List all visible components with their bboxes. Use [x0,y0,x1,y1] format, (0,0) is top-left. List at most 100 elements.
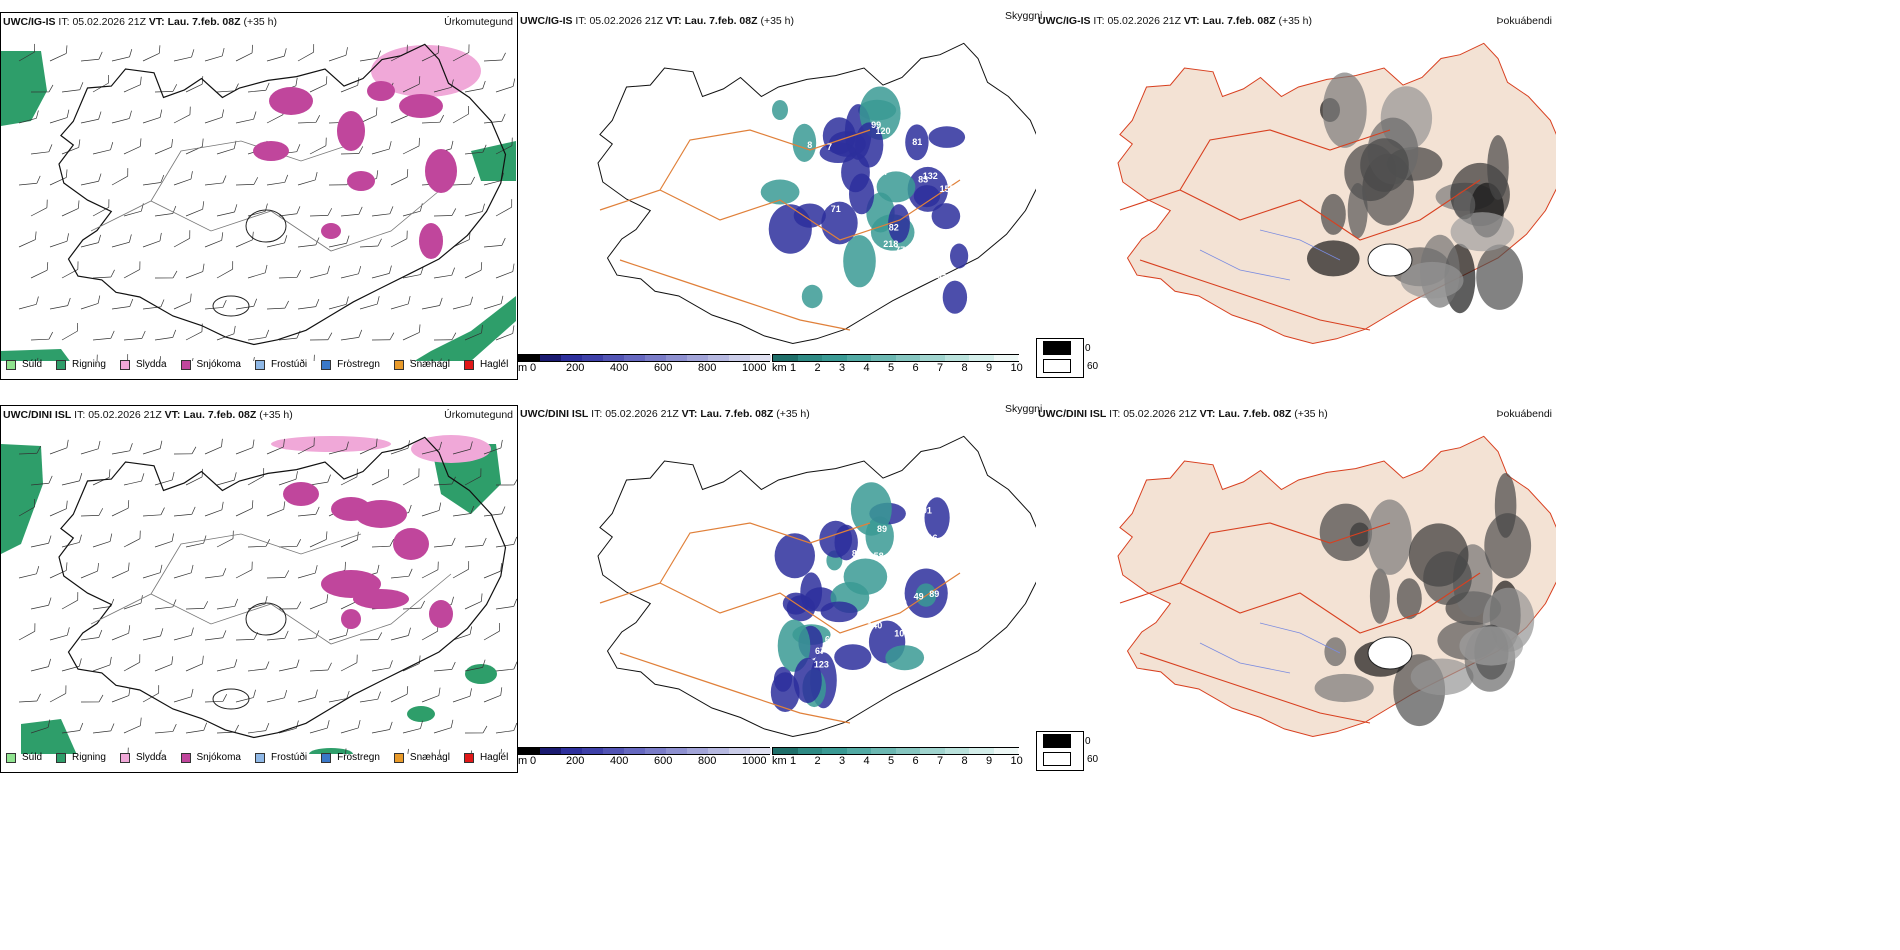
rivers [1199,229,1341,281]
legend-swatch [6,752,16,763]
road-network [599,129,961,331]
precip-legend: Súld Rigning Slydda Snjókoma Frostúði Fr… [6,752,522,763]
visibility-scale-tick: 9 [986,755,993,767]
fog-area [1476,244,1523,310]
panel-title: UWC/IG-IS IT: 05.02.2026 21Z VT: Lau. 7.… [3,16,277,28]
valid-time: Lau. 7.feb. 08Z [183,409,257,421]
ceiling-area [760,179,800,205]
sleet-area [371,45,481,97]
ceiling-value: 91 [922,505,932,515]
snow-area [321,223,341,239]
legend-item: Haglél [463,359,508,370]
snow-area [347,171,375,191]
ceiling-scale-cell [645,355,667,361]
legend-swatch [393,752,404,763]
ceiling-scale-cell [603,748,625,754]
visibility-scale-tick: 1 [790,362,797,374]
legend-swatch [119,359,130,370]
model-name: UWC/DINI ISL [3,409,72,421]
legend-label: Súld [22,752,43,763]
fog-area [1320,193,1346,235]
ceiling-scale-cell [729,355,751,361]
visibility-scale-unit: km [772,362,787,374]
visibility-scale-tick: 10 [1010,362,1023,374]
model-name: UWC/IG-IS [520,15,573,27]
ceiling-value: 132 [923,171,938,181]
visibility-scale-tick: 10 [1010,755,1023,767]
fog-area [1459,626,1523,666]
valid-time-label: VT: [164,409,181,421]
valid-time: Lau. 7.feb. 08Z [684,15,758,27]
ceiling-scale-unit: m [518,755,528,767]
ceiling-value: 99 [871,120,881,130]
legend-label: Frostregn [337,359,380,370]
valid-time-label: VT: [1199,408,1216,420]
ceiling-area [888,204,910,243]
visibility-scale-cell [797,748,823,754]
rain-area [471,141,516,181]
init-time: 05.02.2026 21Z [589,15,663,27]
init-time: 05.02.2026 21Z [605,408,679,420]
ceiling-value: 10 [884,158,894,168]
fog-area [1324,637,1347,667]
snow-area [425,149,457,193]
fog-area [1453,190,1476,220]
init-time: 05.02.2026 21Z [1107,15,1181,27]
panel-title: UWC/DINI ISL IT: 05.02.2026 21Z VT: Lau.… [520,408,810,420]
rain-area [1,51,47,126]
ceiling-value: 153 [877,290,892,300]
ceiling-scale-cell [582,748,604,754]
rain-area [21,719,77,754]
ceiling-area [850,482,892,536]
visibility-scale-tick: 4 [863,755,870,767]
rain-area [1,349,70,361]
precip-map[interactable] [1,31,517,361]
model-name: UWC/IG-IS [1038,15,1091,27]
fog-area [1347,183,1368,239]
visibility-scale: km 1 2 3 4 5 6 7 8 9 10 [772,354,1036,378]
precip-legend: Súld Rigning Slydda Snjókoma Frostúði Fr… [6,359,522,370]
iceland-coastline [58,436,507,739]
ceiling-area [931,203,961,230]
ceiling-scale-cell [624,748,646,754]
ceiling-value: 61 [825,635,835,645]
ceiling-value: 89 [929,589,939,599]
legend-label: Snæhagl [409,359,450,370]
legend-label: Snjókoma [196,359,241,370]
roads [90,140,452,252]
ceiling-value: 49 [914,591,924,601]
ceiling-value: 77 [895,245,905,255]
init-time-label: IT: [1093,15,1105,27]
ceiling-value: 7 [827,142,832,152]
precip-map[interactable] [1,424,517,754]
snow-area [393,528,429,560]
panel-type-label: Skyggni [1005,10,1043,22]
panel-title: UWC/IG-IS IT: 05.02.2026 21Z VT: Lau. 7.… [520,15,794,27]
fog-area [1369,568,1390,624]
legend-swatch [56,752,67,763]
fog-map[interactable] [1036,30,1556,360]
ceiling-scale-tick: 800 [698,362,717,374]
ceiling-scale-cell [750,748,772,754]
fog-map[interactable] [1036,423,1556,753]
visibility-scale-cell [969,355,995,361]
ceiling-scale-tick: 1000 [742,755,767,767]
precip-type-panel: UWC/IG-IS IT: 05.02.2026 21Z VT: Lau. 7.… [0,12,518,380]
legend-swatch [180,752,191,763]
fog-area [1360,138,1409,192]
ceiling-value: 414 [814,514,829,524]
panel-type-label: Úrkomutegund [444,16,513,28]
legend-swatch [321,359,332,370]
ceiling-map[interactable]: 1308911689103676167619110458150123209101… [518,423,1036,753]
ceiling-scale-cell [519,748,541,754]
visibility-scale-tick: 9 [986,362,993,374]
sleet-area [271,436,391,452]
sleet-area [411,435,491,463]
visibility-scale-tick: 3 [839,362,846,374]
ceiling-value: 8 [807,140,812,150]
ceiling-value: 71 [831,204,841,214]
ceiling-value: 120 [876,126,891,136]
glacier [1367,636,1413,670]
init-time-label: IT: [575,15,587,27]
